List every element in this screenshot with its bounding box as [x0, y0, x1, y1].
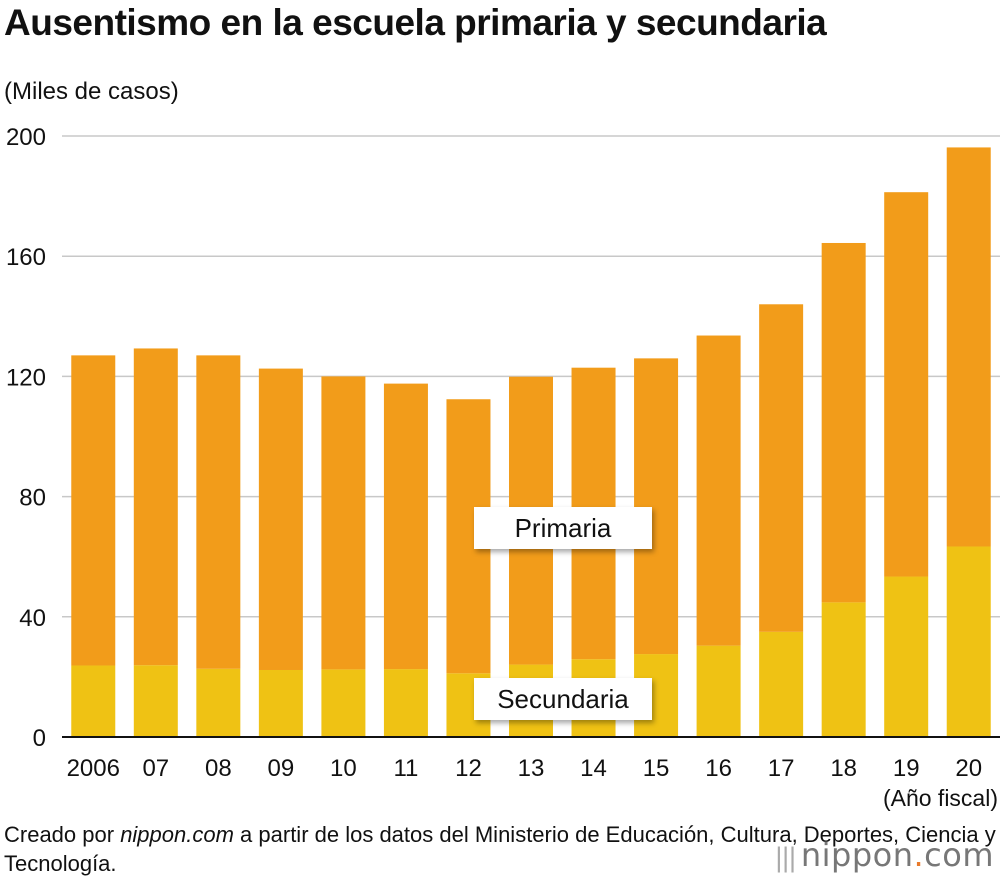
bar-primaria-18 — [821, 242, 866, 603]
x-tick-label-16: 16 — [705, 755, 732, 782]
bar-secundaria-09 — [258, 669, 303, 737]
y-tick-label-200: 200 — [6, 124, 46, 151]
bar-secundaria-07 — [133, 665, 178, 737]
y-tick-label-40: 40 — [19, 605, 46, 632]
x-tick-label-08: 08 — [205, 755, 232, 782]
bar-primaria-09 — [258, 368, 303, 670]
bar-secundaria-20 — [946, 546, 991, 737]
source-prefix: Creado por — [4, 822, 121, 847]
bar-primaria-11 — [383, 383, 428, 670]
y-axis-unit-label: (Miles de casos) — [4, 78, 179, 105]
brand-tld: com — [924, 836, 994, 874]
bar-secundaria-17 — [759, 631, 804, 737]
bar-secundaria-11 — [383, 669, 428, 737]
y-tick-label-160: 160 — [6, 244, 46, 271]
bar-primaria-20 — [946, 147, 991, 547]
x-tick-label-09: 09 — [268, 755, 295, 782]
x-tick-label-18: 18 — [830, 755, 857, 782]
x-tick-label-20: 20 — [955, 755, 982, 782]
bar-primaria-15 — [634, 358, 679, 655]
y-tick-label-0: 0 — [33, 725, 46, 752]
bar-secundaria-18 — [821, 602, 866, 737]
x-tick-label-15: 15 — [643, 755, 670, 782]
bar-secundaria-2006 — [71, 665, 116, 737]
bar-primaria-16 — [696, 335, 741, 646]
logo-mark-icon: ||| — [774, 843, 797, 873]
bar-primaria-08 — [196, 355, 241, 669]
y-tick-label-80: 80 — [19, 485, 46, 512]
bar-primaria-17 — [759, 304, 804, 632]
source-note: Creado por nippon.com a partir de los da… — [4, 820, 1000, 878]
x-tick-label-10: 10 — [330, 755, 357, 782]
bar-primaria-2006 — [71, 355, 116, 666]
legend-primaria-label: Primaria — [514, 513, 612, 543]
x-axis-title: (Año fiscal) — [882, 785, 998, 811]
source-site: nippon.com — [120, 822, 234, 847]
brand-name: nippon — [800, 836, 914, 874]
x-tick-label-2006: 2006 — [67, 755, 120, 782]
bar-primaria-10 — [321, 376, 366, 670]
chart-title: Ausentismo en la escuela primaria y secu… — [4, 2, 827, 43]
source-rest: a partir de los datos del Ministerio de … — [4, 822, 996, 876]
nippon-logo: ||| nippon.com — [775, 836, 994, 874]
x-tick-label-07: 07 — [142, 755, 169, 782]
brand-dot: . — [913, 836, 925, 874]
legend-secundaria: Secundaria — [474, 678, 652, 720]
x-tick-label-14: 14 — [580, 755, 607, 782]
bar-secundaria-08 — [196, 668, 241, 737]
bar-secundaria-19 — [884, 576, 929, 737]
legend-primaria: Primaria — [474, 507, 652, 549]
legend-secundaria-label: Secundaria — [497, 684, 629, 714]
bar-primaria-19 — [884, 192, 929, 577]
x-tick-label-13: 13 — [518, 755, 545, 782]
bar-primaria-07 — [133, 348, 178, 666]
bar-secundaria-10 — [321, 669, 366, 737]
y-tick-label-120: 120 — [6, 364, 46, 391]
x-tick-label-19: 19 — [893, 755, 920, 782]
x-tick-label-12: 12 — [455, 755, 482, 782]
bar-secundaria-16 — [696, 645, 741, 737]
x-tick-label-17: 17 — [768, 755, 795, 782]
x-tick-label-11: 11 — [393, 755, 418, 782]
